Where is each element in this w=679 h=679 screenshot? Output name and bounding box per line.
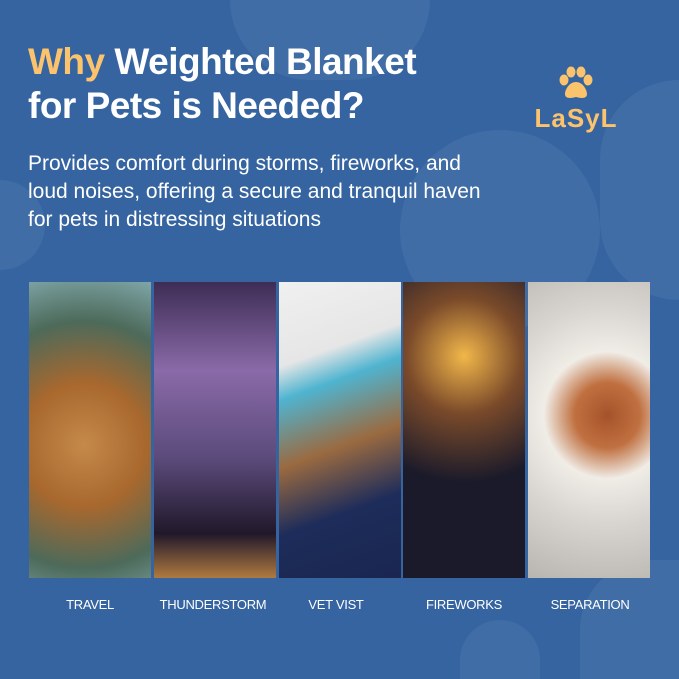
brand-logo: LaSyL — [526, 66, 626, 134]
description: Provides comfort during storms, firework… — [28, 152, 481, 231]
photo-travel — [29, 282, 151, 578]
brand-name: LaSyL — [534, 103, 618, 133]
panel-label: TRAVEL — [66, 597, 114, 612]
panel-label: THUNDERSTORM — [159, 597, 267, 612]
background-bubble — [460, 620, 540, 679]
panel-label: FIREWORKS — [425, 597, 503, 612]
panel-label: SEPARATION — [550, 597, 630, 612]
background-bubble — [600, 80, 679, 300]
paw-icon — [559, 66, 593, 98]
title-line1: Weighted Blanket — [104, 41, 417, 82]
photo-separation — [528, 282, 650, 578]
photo-vet-visit — [279, 282, 401, 578]
panel-label: VET VIST — [308, 597, 364, 612]
title-accent: Why — [28, 41, 105, 82]
page-title: Why Weighted Blanket for Pets is Needed? — [28, 40, 417, 128]
title-line2: for Pets is Needed? — [28, 85, 364, 126]
photo-fireworks — [403, 282, 525, 578]
photo-thunderstorm — [154, 282, 276, 578]
